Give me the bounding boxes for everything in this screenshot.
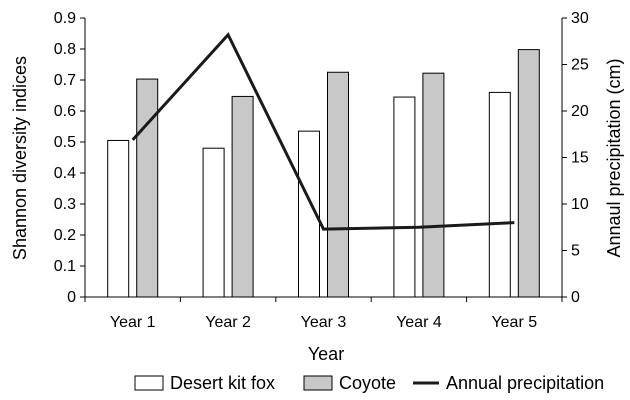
- legend: Desert kit fox Coyote Annual precipitati…: [134, 373, 604, 393]
- y-tick-label: 0.6: [54, 103, 76, 120]
- bar-coyote-year-1: [136, 78, 159, 298]
- bars-layer: [107, 49, 540, 298]
- x-axis-title: Year: [308, 344, 344, 364]
- y-tick-label: 0.2: [54, 227, 76, 244]
- x-tick-label-year-3: Year 3: [301, 314, 347, 331]
- y-tick-label: 0.4: [54, 165, 76, 182]
- y-tick-label: 0.3: [54, 196, 76, 213]
- legend-label-coyote: Coyote: [339, 373, 396, 393]
- y2-tick-label: 0: [571, 289, 580, 306]
- bar-coyote-year-2: [231, 95, 254, 298]
- x-tick-label-year-4: Year 4: [396, 314, 442, 331]
- legend-label-annual-precipitation: Annual precipitation: [446, 373, 604, 393]
- bar-coyote-year-5: [517, 49, 540, 298]
- y2-axis-title: Annaul precipitation (cm): [604, 58, 624, 257]
- y-tick-label: 0.7: [54, 72, 76, 89]
- y-tick-label: 0.9: [54, 10, 76, 27]
- y2-tick-label: 10: [571, 196, 589, 213]
- legend-label-desert-kit-fox: Desert kit fox: [170, 373, 275, 393]
- bar-coyote-year-4: [422, 72, 445, 298]
- y-axis-title: Shannon diversity indices: [10, 56, 30, 260]
- line-annual-precipitation: [131, 32, 515, 231]
- bar-desert-kit-fox-year-4: [393, 96, 416, 298]
- bar-coyote-year-3: [327, 71, 349, 298]
- legend-swatch-desert-kit-fox: [134, 375, 164, 391]
- y-tick-label: 0.8: [54, 41, 76, 58]
- bar-desert-kit-fox-year-2: [202, 147, 225, 298]
- y-tick-label: 0.5: [54, 134, 76, 151]
- y2-tick-label: 25: [571, 57, 589, 74]
- y-tick-label: 0.1: [54, 258, 76, 275]
- precipitation-line-layer: [131, 32, 515, 231]
- x-tick-label-year-2: Year 2: [205, 314, 251, 331]
- legend-swatch-coyote: [303, 375, 333, 391]
- y2-tick-label: 5: [571, 243, 580, 260]
- bar-desert-kit-fox-year-5: [488, 91, 511, 298]
- y2-tick-label: 30: [571, 10, 589, 27]
- y2-tick-label: 20: [571, 103, 589, 120]
- x-tick-label-year-5: Year 5: [491, 314, 537, 331]
- x-tick-label-year-1: Year 1: [110, 314, 156, 331]
- ticks-layer: 0 0.1 0.2 0.3 0.4 0.5 0.6 0.7 0.8 0.9 0 5 10 15 20 25 30…: [54, 10, 589, 331]
- y-tick-label: 0: [67, 289, 76, 306]
- bar-desert-kit-fox-year-1: [107, 139, 130, 298]
- y2-tick-label: 15: [571, 150, 589, 167]
